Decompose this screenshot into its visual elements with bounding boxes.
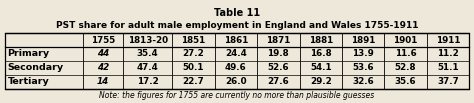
Text: 1891: 1891 [351,36,375,44]
Text: Table 11: Table 11 [214,8,260,18]
Text: 35.6: 35.6 [395,77,417,87]
Text: 14: 14 [97,77,109,87]
Text: 52.6: 52.6 [267,64,289,73]
Text: 1813-20: 1813-20 [128,36,168,44]
Text: 11.2: 11.2 [437,50,459,59]
Text: PST share for adult male employment in England and Wales 1755-1911: PST share for adult male employment in E… [56,21,418,30]
Text: 27.6: 27.6 [267,77,289,87]
Text: Tertiary: Tertiary [8,77,49,87]
Text: 1911: 1911 [436,36,460,44]
Text: 16.8: 16.8 [310,50,331,59]
Text: 1871: 1871 [266,36,291,44]
Text: 13.9: 13.9 [352,50,374,59]
Text: 27.2: 27.2 [182,50,204,59]
Text: 1755: 1755 [91,36,115,44]
Text: 54.1: 54.1 [310,64,331,73]
Text: 49.6: 49.6 [225,64,247,73]
Text: 17.2: 17.2 [137,77,158,87]
Text: 53.6: 53.6 [352,64,374,73]
Text: 52.8: 52.8 [395,64,416,73]
Text: Note: the figures for 1755 are currently no more than plausible guesses: Note: the figures for 1755 are currently… [100,91,374,100]
Text: 44: 44 [97,50,109,59]
Text: 47.4: 47.4 [137,64,158,73]
Text: Primary: Primary [8,50,50,59]
Text: Secondary: Secondary [8,64,64,73]
Text: 1861: 1861 [224,36,248,44]
Text: 42: 42 [97,64,109,73]
Text: 1901: 1901 [393,36,418,44]
Text: 19.8: 19.8 [267,50,289,59]
Text: 35.4: 35.4 [137,50,158,59]
Text: 37.7: 37.7 [437,77,459,87]
Text: 1881: 1881 [309,36,333,44]
Text: 11.6: 11.6 [395,50,417,59]
Text: 1851: 1851 [182,36,206,44]
Text: 51.1: 51.1 [437,64,459,73]
Text: 26.0: 26.0 [225,77,246,87]
Text: 32.6: 32.6 [352,77,374,87]
Text: 22.7: 22.7 [182,77,204,87]
Text: 50.1: 50.1 [182,64,204,73]
Text: 24.4: 24.4 [225,50,247,59]
Text: 29.2: 29.2 [310,77,332,87]
